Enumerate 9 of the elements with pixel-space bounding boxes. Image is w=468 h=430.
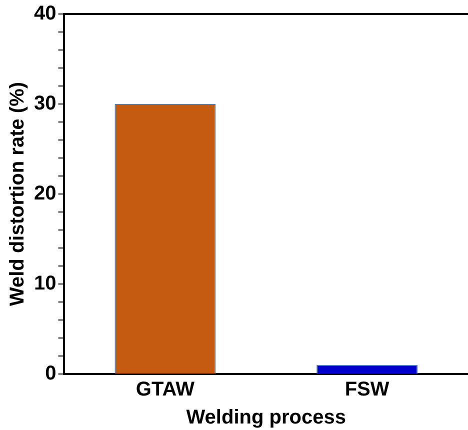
y-tick-label: 40 <box>34 2 56 25</box>
y-axis-title: Weld distortion rate (%) <box>6 82 29 306</box>
y-tick-label: 30 <box>34 92 56 115</box>
x-tick-label: FSW <box>344 378 390 401</box>
x-tick-label: GTAW <box>136 378 195 401</box>
y-tick-label: 0 <box>45 362 56 385</box>
y-tick-label: 10 <box>34 272 56 295</box>
y-tick-label: 20 <box>34 182 56 205</box>
x-axis-title: Welding process <box>186 406 346 429</box>
